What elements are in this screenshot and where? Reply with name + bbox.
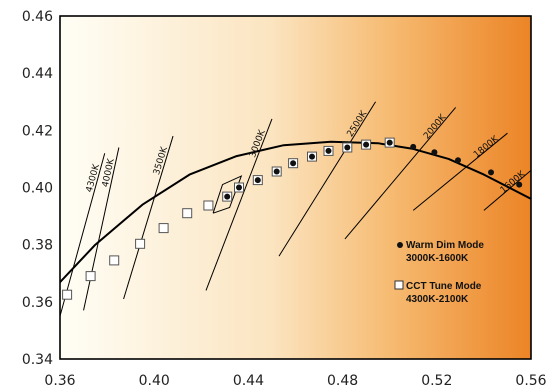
legend-range-warm-dim: 3000K-1600K <box>406 253 469 264</box>
warm-dim-point <box>236 184 242 191</box>
warm-dim-point <box>254 177 261 184</box>
legend-marker-warm-dim <box>397 242 403 248</box>
cct-line-3000K <box>205 118 273 291</box>
x-tick-label: 0.44 <box>233 373 264 389</box>
cct-line-2500K <box>278 101 376 257</box>
warm-dim-point <box>290 160 297 167</box>
warm-dim-point <box>455 157 461 164</box>
cct-tune-point <box>62 289 73 300</box>
cct-tune-point <box>203 200 214 211</box>
warm-dim-point <box>309 153 315 160</box>
warm-dim-point <box>516 181 523 188</box>
x-tick-label: 0.36 <box>44 373 75 389</box>
y-tick-label: 0.36 <box>22 295 53 311</box>
y-tick-label: 0.42 <box>22 123 53 139</box>
legend-label-warm-dim: Warm Dim Mode <box>406 240 484 251</box>
planckian-locus-curve <box>60 140 531 284</box>
cct-line-1600K <box>483 169 531 211</box>
plot-background <box>60 16 531 359</box>
cct-line-3500K <box>123 135 174 300</box>
axis-ticks: 0.36 0.40 0.44 0.48 0.52 0.56 0.34 0.36 0.38 0.40… <box>22 9 547 389</box>
cct-tune-point <box>158 223 169 234</box>
cct-tune-point <box>109 255 120 266</box>
warm-dim-point <box>325 147 332 154</box>
legend-label-cct-tune: CCT Tune Mode <box>406 281 482 292</box>
cct-tune-point <box>135 238 146 249</box>
legend: Warm Dim Mode 3000K-1600K CCT Tune Mode … <box>394 240 484 305</box>
cct-line-1800K <box>412 132 508 211</box>
legend-marker-cct-tune <box>394 280 404 290</box>
warm-dim-point <box>431 149 438 156</box>
warm-dim-point <box>386 139 393 146</box>
warm-dim-point <box>344 144 351 151</box>
cct-line-4300K <box>60 153 106 317</box>
warm-dim-point <box>363 141 370 148</box>
cct-tune-point <box>85 271 96 282</box>
x-tick-label: 0.56 <box>515 373 546 389</box>
plot-frame <box>59 15 532 360</box>
y-tick-label: 0.40 <box>22 181 53 197</box>
warm-dim-point <box>410 143 417 150</box>
marks-layer <box>62 137 523 300</box>
y-tick-label: 0.44 <box>22 66 53 82</box>
x-tick-label: 0.52 <box>421 373 452 389</box>
x-tick-label: 0.40 <box>139 373 170 389</box>
y-tick-label: 0.34 <box>22 352 53 368</box>
warm-dim-point <box>224 193 231 200</box>
warm-dim-point <box>273 168 280 175</box>
legend-range-cct-tune: 4300K-2100K <box>406 294 469 305</box>
warm-dim-point <box>488 169 494 176</box>
cct-tune-point <box>182 208 193 219</box>
cct-line-2000K <box>344 107 457 240</box>
y-tick-label: 0.38 <box>22 238 53 254</box>
cct-line-4000K <box>83 147 120 311</box>
x-tick-label: 0.48 <box>327 373 358 389</box>
tolerance-quadrangle <box>212 175 243 214</box>
y-tick-label: 0.46 <box>22 9 53 25</box>
